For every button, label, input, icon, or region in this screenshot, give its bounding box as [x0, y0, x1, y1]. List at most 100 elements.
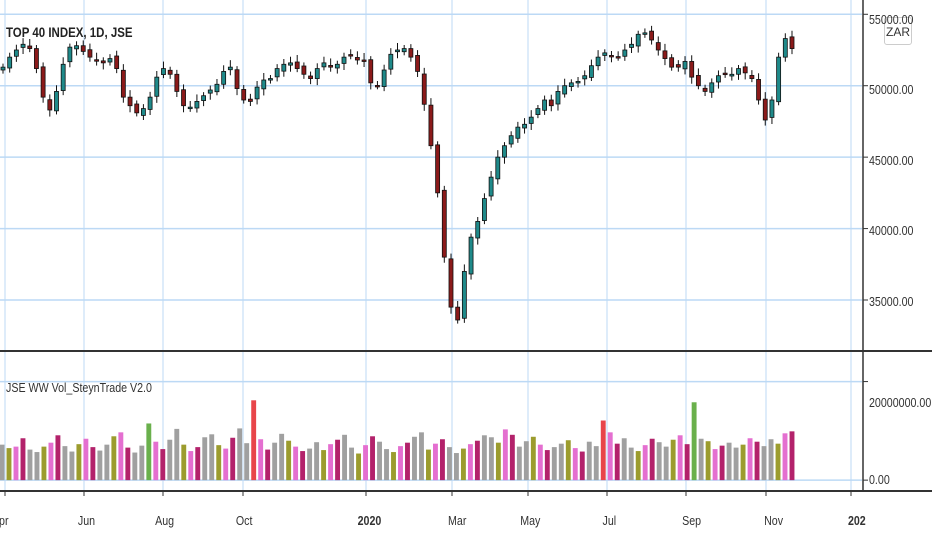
volume-bar — [426, 449, 431, 481]
candle-body — [114, 55, 120, 69]
volume-bar — [768, 439, 774, 481]
time-axis-tick: Oct — [235, 513, 253, 528]
volume-bar — [579, 451, 585, 481]
volume-bar — [558, 443, 564, 481]
candle-body — [20, 43, 26, 48]
volume-bar — [398, 446, 403, 481]
candle-body — [629, 43, 634, 48]
volume-bar — [677, 435, 683, 481]
volume-bar — [237, 428, 243, 481]
volume-bar — [160, 449, 166, 481]
volume-bar — [90, 447, 96, 481]
candle-body — [729, 73, 735, 77]
candle-body — [615, 56, 621, 59]
volume-bar — [405, 442, 410, 481]
volume-bar — [419, 432, 424, 481]
candle-body — [268, 78, 273, 81]
volume-bar — [614, 443, 620, 481]
candle-body — [448, 258, 454, 308]
volume-bar — [314, 442, 320, 481]
volume-bar — [216, 445, 222, 481]
candle-body — [254, 86, 260, 100]
candle-body — [207, 89, 213, 94]
volume-bar — [775, 443, 781, 481]
candle-body — [368, 59, 374, 84]
volume-bar — [209, 434, 215, 481]
volume-bar — [481, 435, 487, 481]
volume-bar — [453, 453, 459, 481]
candle-body — [602, 52, 608, 56]
volume-bar — [789, 431, 795, 481]
candle-body — [421, 73, 427, 105]
candle-body — [555, 91, 561, 105]
price-axis-tick: 35000.00 — [869, 294, 914, 309]
volume-axis-tick: 20000000.00 — [869, 395, 932, 410]
volume-bar — [698, 438, 704, 481]
volume-bar — [293, 446, 299, 481]
volume-bar — [572, 448, 578, 481]
volume-bar — [460, 448, 466, 481]
candle-body — [722, 72, 728, 76]
candle-body — [34, 48, 39, 69]
candle-body — [174, 73, 180, 92]
candle-body — [695, 75, 701, 87]
volume-bar — [530, 436, 536, 481]
price-axis-tick: 40000.00 — [869, 223, 914, 238]
volume-bar — [349, 447, 355, 481]
candle-body — [74, 45, 79, 50]
candle-body — [274, 68, 280, 78]
currency-button[interactable]: ZAR — [884, 17, 912, 45]
volume-bar — [488, 437, 494, 481]
volume-bar — [433, 443, 438, 481]
candle-body — [80, 45, 86, 52]
candle-body — [107, 58, 113, 63]
volume-bar — [55, 435, 61, 481]
candle-body — [47, 99, 53, 111]
candle-body — [100, 60, 106, 64]
volume-bar — [600, 420, 606, 481]
candle-body — [120, 69, 126, 98]
volume-bar — [202, 437, 208, 481]
candle-body — [0, 66, 6, 71]
candle-body — [381, 69, 387, 87]
volume-bar — [34, 452, 40, 481]
volume-bar — [656, 442, 662, 481]
volume-bar — [663, 446, 669, 481]
volume-bar — [726, 442, 732, 481]
candle-body — [461, 271, 467, 319]
candle-body — [27, 45, 33, 49]
candle-body — [87, 49, 93, 58]
volume-bar — [13, 446, 19, 481]
candle-body — [622, 49, 628, 57]
volume-bar — [635, 451, 641, 481]
candle-body — [475, 221, 481, 239]
candle-body — [281, 63, 287, 72]
volume-bar — [551, 447, 557, 481]
volume-bar — [125, 447, 131, 481]
volume-bar — [621, 438, 627, 481]
candle-body — [134, 103, 140, 114]
candle-body — [408, 48, 414, 58]
volume-bar — [20, 438, 26, 481]
candle-body — [328, 65, 334, 68]
volume-bar — [111, 436, 117, 481]
volume-bar — [523, 441, 529, 481]
candle-body — [635, 33, 641, 47]
candle-body — [141, 108, 146, 116]
volume-bar — [446, 447, 452, 481]
candle-body — [441, 189, 447, 258]
volume-bar — [544, 450, 550, 481]
candle-body — [147, 96, 153, 110]
volume-bar — [370, 436, 375, 481]
candle-body — [589, 65, 594, 78]
candle-body — [488, 176, 494, 197]
candle-body — [348, 54, 354, 57]
time-axis-tick: Mar — [448, 513, 467, 528]
volume-bar — [27, 449, 33, 481]
volume-bar — [223, 448, 229, 481]
volume-bar — [181, 444, 187, 481]
candle-body — [568, 82, 574, 87]
candle-body — [54, 91, 59, 112]
volume-bar — [719, 445, 725, 481]
